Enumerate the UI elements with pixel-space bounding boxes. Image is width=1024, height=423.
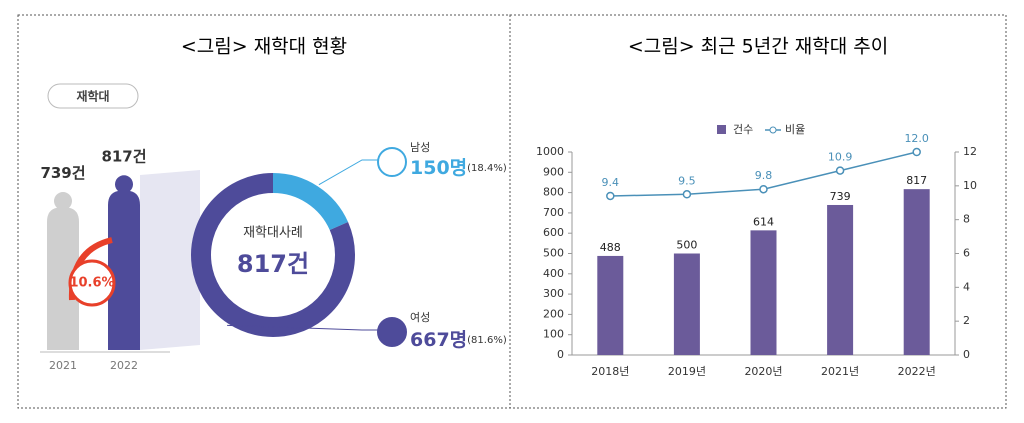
legend-label: 남성	[410, 141, 430, 154]
legend-swatch	[769, 126, 777, 134]
panel-title: <그림> 재학대 현황	[181, 36, 347, 58]
right-frame	[509, 14, 1007, 409]
value: 667명	[410, 329, 467, 351]
value-label: 488	[600, 241, 621, 254]
y-tick-label: 600	[543, 226, 564, 239]
value-label: 9.8	[755, 169, 773, 182]
y2-tick-label: 10	[963, 179, 977, 192]
y-tick-label: 500	[543, 247, 564, 260]
point	[759, 184, 768, 194]
y2-tick-label: 0	[963, 348, 970, 361]
y-tick-label: 400	[543, 267, 564, 280]
value-label: 10.9	[828, 151, 853, 164]
y-tick-label: 800	[543, 186, 564, 199]
x-tick-label: 2019년	[668, 365, 706, 378]
legend-label: 여성	[410, 311, 430, 324]
badge-text: 재학대	[76, 89, 109, 104]
y-tick-label: 200	[543, 307, 564, 320]
person-bar	[47, 191, 79, 350]
bar	[673, 253, 700, 355]
point	[606, 191, 615, 201]
x-tick-label: 2022	[110, 359, 138, 372]
leader	[227, 324, 380, 331]
point	[912, 147, 921, 157]
y2-tick-label: 8	[963, 213, 970, 226]
value-label: 9.4	[602, 176, 620, 189]
y-tick-label: 700	[543, 206, 564, 219]
value: 150명	[410, 157, 467, 179]
legend-swatch	[717, 125, 726, 134]
share: (18.4%)	[467, 163, 507, 174]
x-tick-label: 2020년	[744, 365, 782, 378]
value-label: 817	[906, 174, 927, 187]
bar	[597, 255, 624, 355]
y2-tick-label: 2	[963, 314, 970, 327]
legend-label: 비율	[785, 123, 805, 136]
center-value: 817건	[237, 250, 309, 278]
value-label: 614	[753, 215, 774, 228]
value-label: 500	[676, 239, 697, 252]
y-tick-label: 300	[543, 287, 564, 300]
y-tick-label: 1000	[536, 145, 564, 158]
badge	[47, 83, 139, 109]
person-icon	[377, 317, 407, 347]
bar	[750, 230, 777, 355]
x-tick-label: 2018년	[591, 365, 629, 378]
value-label: 817건	[101, 148, 146, 166]
y2-tick-label: 4	[963, 280, 970, 293]
person-icon	[377, 147, 407, 177]
y-tick-label: 900	[543, 165, 564, 178]
y-tick-label: 0	[557, 348, 564, 361]
person-bar	[108, 175, 140, 350]
bar	[827, 204, 854, 355]
projection	[140, 170, 200, 350]
point	[682, 190, 692, 199]
legend-label: 건수	[733, 123, 753, 136]
panel-title: <그림> 최근 5년간 재학대 추이	[628, 36, 888, 58]
value-label: 12.0	[904, 132, 929, 145]
leader	[318, 159, 380, 186]
y-tick-label: 100	[543, 328, 564, 341]
bar	[903, 189, 930, 355]
donut-segment	[191, 173, 355, 337]
value-label: 9.5	[678, 174, 696, 187]
center-label: 재학대사례	[243, 226, 303, 241]
x-tick-label: 2021	[49, 359, 77, 372]
y2-tick-label: 6	[963, 247, 970, 260]
y2-tick-label: 12	[963, 145, 977, 158]
growth-label: 10.6%	[69, 276, 114, 291]
value-label: 739건	[40, 164, 85, 182]
donut-segment	[272, 173, 349, 231]
x-tick-label: 2022년	[898, 365, 936, 378]
value-label: 739	[830, 190, 851, 203]
value-label: 150명(18.4%)	[410, 157, 507, 179]
point	[835, 166, 845, 175]
share: (81.6%)	[467, 335, 507, 346]
growth-badge	[68, 259, 116, 307]
x-tick-label: 2021년	[821, 365, 859, 378]
value-label: 667명(81.6%)	[410, 329, 507, 351]
